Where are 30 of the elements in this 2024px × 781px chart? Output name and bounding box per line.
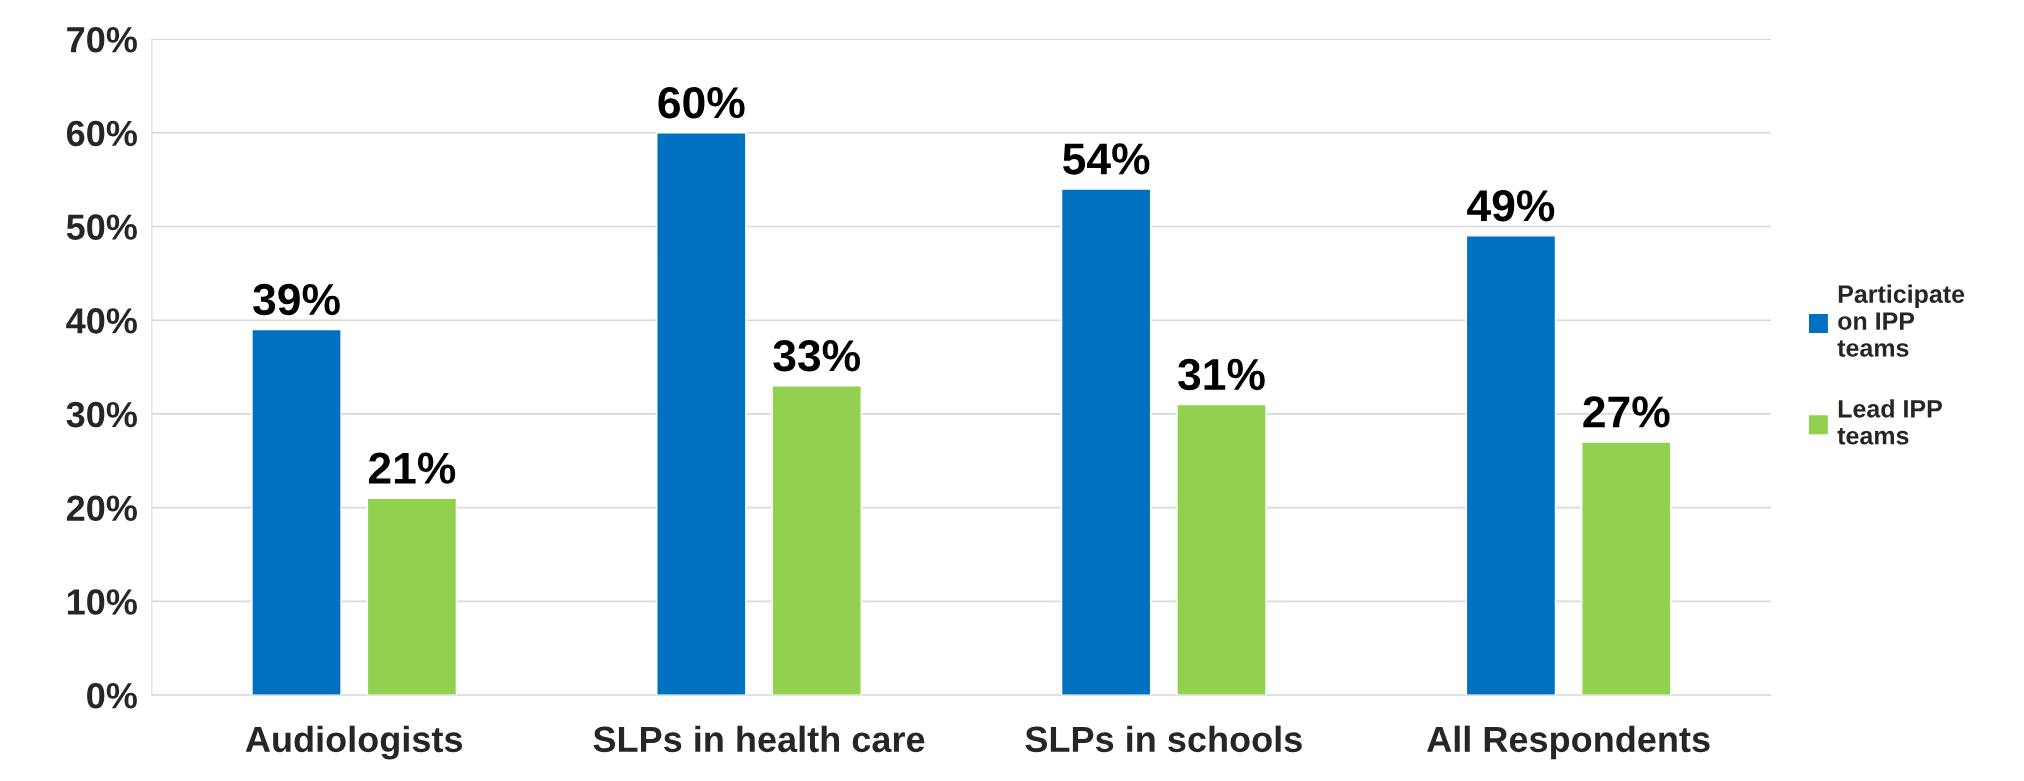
bar <box>1060 188 1152 696</box>
bar <box>771 385 862 696</box>
y-tick-label: 70% <box>67 26 137 53</box>
data-label: 27% <box>1583 396 1670 428</box>
data-label: 39% <box>253 283 340 316</box>
y-tick-label: 40% <box>66 308 137 334</box>
bar <box>366 497 458 696</box>
y-tick-label: 50% <box>66 214 137 240</box>
y-tick-label: 20% <box>66 495 137 522</box>
y-tick-label: 60% <box>66 120 137 147</box>
data-label: 21% <box>368 452 456 484</box>
y-tick-label: 0% <box>87 682 137 709</box>
legend-label: Participate on IPP teams <box>1837 284 1965 357</box>
bar <box>656 132 747 696</box>
data-label: 33% <box>773 340 860 372</box>
x-tick-label: All Respondents <box>1427 725 1710 760</box>
data-label: 54% <box>1063 143 1150 175</box>
data-label: 60% <box>658 86 745 119</box>
legend-label: Lead IPP teams <box>1837 399 1942 445</box>
x-tick-label: SLPs in health care <box>593 725 925 753</box>
y-tick-label: 10% <box>67 589 137 615</box>
bar <box>1176 403 1267 696</box>
data-label: 31% <box>1178 358 1265 391</box>
bar <box>1465 235 1557 696</box>
y-tick-label: 30% <box>66 401 137 428</box>
x-tick-label: SLPs in schools <box>1025 725 1302 753</box>
data-label: 49% <box>1467 190 1555 222</box>
bar <box>251 328 342 696</box>
bar <box>1581 441 1672 696</box>
x-tick-label: Audiologists <box>245 725 463 760</box>
